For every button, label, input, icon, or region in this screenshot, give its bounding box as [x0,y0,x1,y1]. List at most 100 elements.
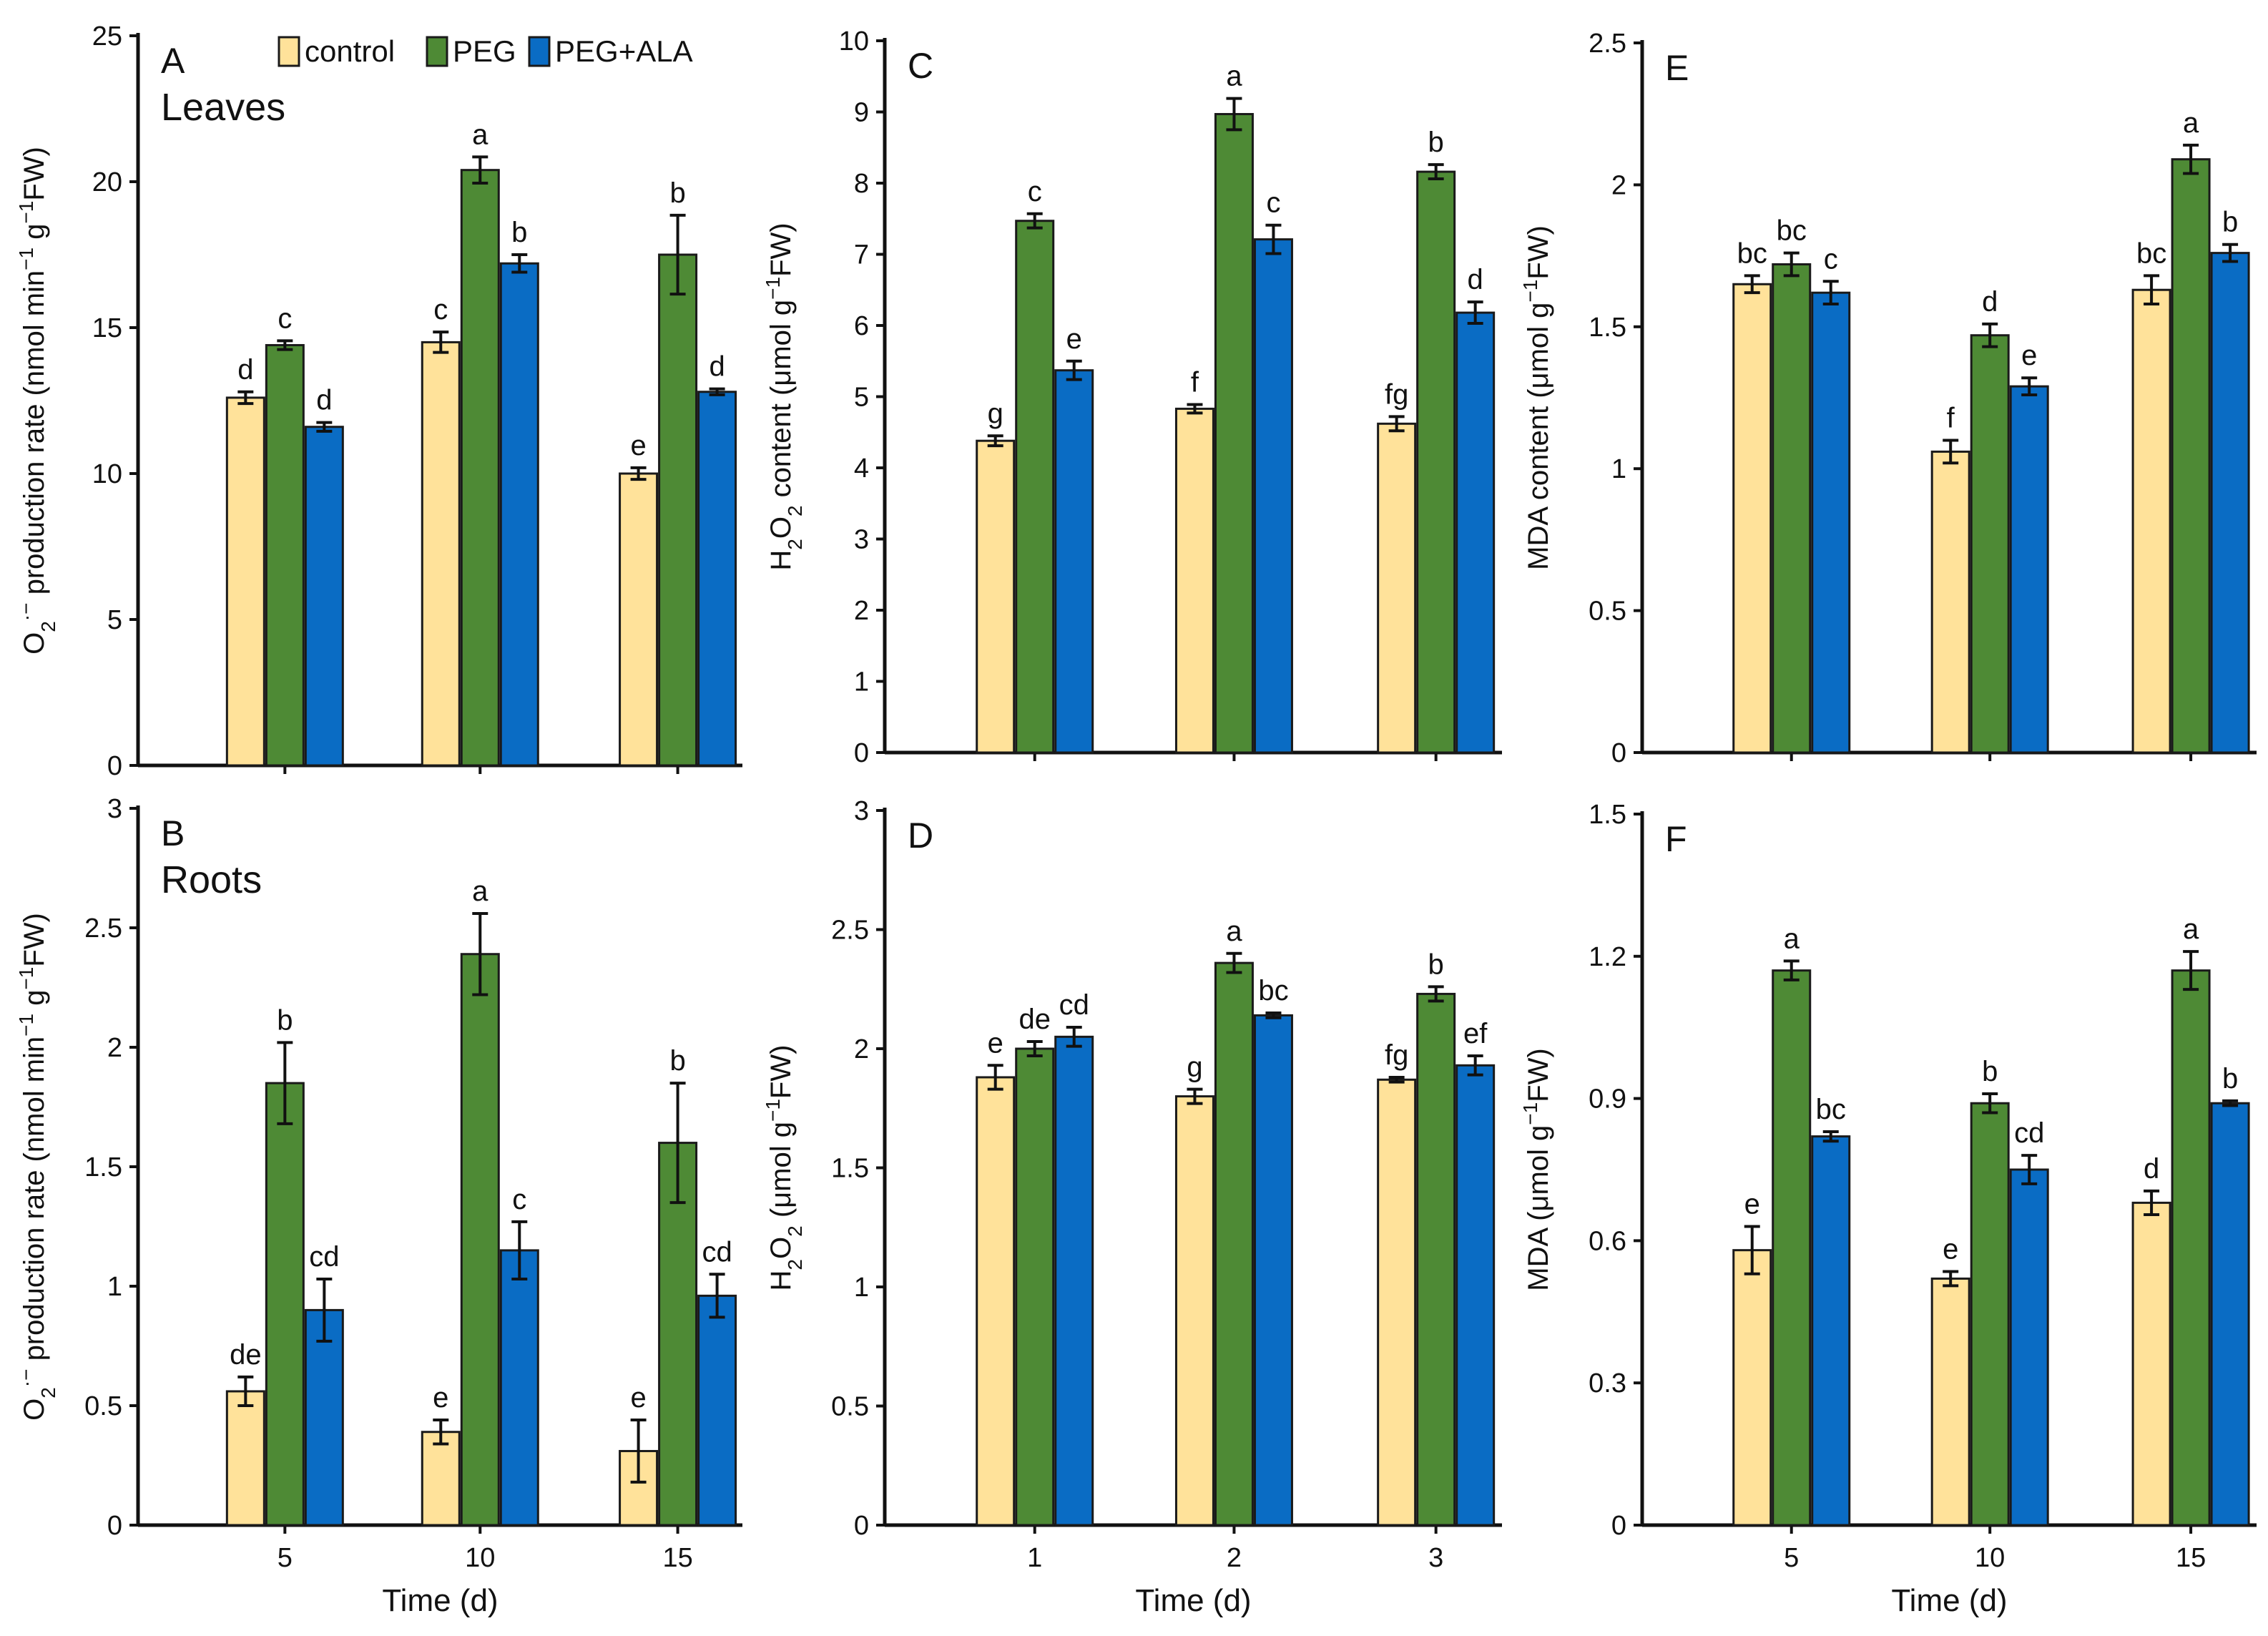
y-tick-label: 20 [92,167,122,197]
significance-label: b [669,177,685,209]
significance-label: bc [1737,237,1767,269]
significance-label: c [1824,243,1838,275]
panel-letter: E [1665,48,1689,88]
significance-label: e [1066,323,1082,355]
significance-label: a [472,119,489,150]
significance-label: ef [1463,1018,1488,1049]
bar-peg-ala [304,426,344,767]
significance-label: b [1428,127,1444,158]
significance-label: a [2183,107,2199,139]
significance-label: d [316,385,332,416]
x-axis-label: Time (d) [382,1583,498,1618]
y-tick-label: 9 [854,98,869,128]
significance-label: e [630,1382,646,1414]
significance-label: c [512,1184,526,1215]
bar-peg [1970,334,2010,754]
bar-control [1377,1078,1417,1527]
y-tick-label: 2 [1611,170,1626,200]
y-tick-label: 0 [1611,738,1626,768]
bar-control [1930,1277,1970,1527]
y-axis-label: MDA (μmol g−1FW) [1519,1048,1555,1290]
significance-label: e [630,430,646,461]
bar-peg-ala [2009,385,2049,754]
y-tick-label: 0.3 [1589,1368,1626,1399]
y-tick-label: 8 [854,169,869,199]
y-tick-label: 2 [107,1033,122,1063]
y-tick-label: 1 [854,667,869,697]
significance-label: fg [1385,378,1408,410]
bar-control [1174,1095,1214,1527]
y-tick-label: 0.5 [1589,597,1626,627]
x-tick-label: 15 [2176,1543,2206,1573]
x-tick-label: 10 [465,1543,495,1573]
significance-label: d [1982,286,1998,318]
bar-control [225,1390,265,1527]
significance-label: d [237,354,253,386]
significance-label: e [1744,1189,1760,1220]
significance-label: e [2021,340,2037,371]
legend-label: PEG+ALA [555,34,693,68]
y-tick-label: 1.5 [84,1152,122,1182]
y-tick-label: 1 [854,1273,869,1303]
x-tick-label: 1 [1027,1543,1042,1573]
bar-peg-ala [1811,291,1851,754]
bar-control [225,396,265,767]
bar-peg-ala [499,1249,539,1527]
significance-label: cd [2014,1117,2044,1149]
y-tick-label: 5 [854,383,869,413]
bar-peg [1015,220,1055,754]
bar-control [976,1076,1016,1527]
significance-label: cd [702,1236,732,1268]
bar-peg [265,1082,305,1527]
y-tick-label: 1.5 [1589,313,1626,343]
significance-label: e [988,1027,1003,1059]
legend-swatch-control [278,36,300,67]
organ-label: Leaves [161,86,285,129]
y-tick-label: 0.6 [1589,1226,1626,1256]
x-tick-label: 3 [1428,1543,1443,1573]
x-tick-label: 2 [1227,1543,1242,1573]
bar-control [2131,1201,2171,1527]
bar-peg-ala [2009,1168,2049,1527]
significance-label: a [2183,913,2199,945]
y-tick-label: 0 [854,738,869,768]
significance-label: a [1226,61,1242,92]
significance-label: g [1187,1052,1202,1083]
y-tick-label: 1.5 [1589,800,1626,830]
significance-label: f [1947,403,1955,434]
y-tick-label: 1.5 [831,1154,869,1184]
significance-label: bc [1816,1094,1846,1125]
bar-peg-ala [1811,1135,1851,1527]
bar-peg [2171,969,2211,1527]
bar-peg-ala [1054,1035,1094,1527]
y-tick-label: 1 [1611,454,1626,484]
y-axis-label: H2O2 content (μmol g−1FW) [762,222,806,570]
organ-label: Roots [161,858,262,901]
y-tick-label: 7 [854,240,869,270]
bar-control [1174,407,1214,754]
significance-label: cd [1059,989,1089,1021]
legend: control PEG PEG+ALA [278,34,693,68]
significance-label: f [1191,366,1199,398]
y-tick-label: 3 [854,796,869,826]
bar-control [976,439,1016,754]
significance-label: c [1028,176,1042,207]
y-tick-label: 2.5 [84,913,122,944]
significance-label: b [277,1004,293,1036]
panel-letter: F [1665,819,1687,859]
bar-peg-ala [1054,369,1094,754]
significance-label: de [230,1339,262,1371]
bar-peg-ala [1455,311,1496,754]
significance-label: b [2222,207,2238,238]
significance-label: c [278,303,292,334]
bar-control [421,341,461,767]
bar-peg-ala [1253,238,1293,754]
bar-peg-ala [1455,1064,1496,1527]
y-tick-label: 0.9 [1589,1084,1626,1115]
panel-c: 0 1 2 3 4 5 6 7 8 9 10 g f fg c a b e c d C H2O2 content (μmo… [762,26,1502,768]
y-tick-label: 2.5 [831,916,869,946]
bar-peg [1970,1102,2010,1527]
